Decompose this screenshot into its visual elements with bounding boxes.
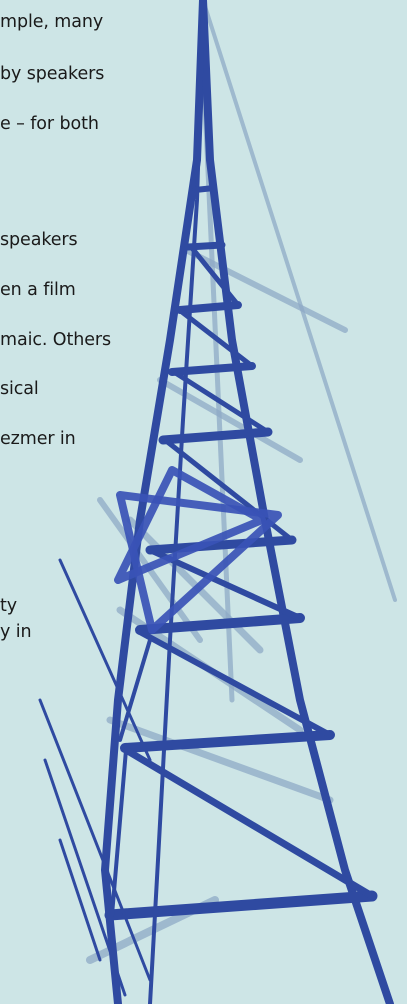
tower-frame	[38, 0, 394, 1004]
text-line-5: en a film	[0, 280, 76, 300]
text-line-9: ty	[0, 596, 18, 616]
text-line-3: e – for both	[0, 114, 99, 134]
text-line-4: speakers	[0, 230, 78, 250]
text-line-8: ezmer in	[0, 429, 76, 449]
text-line-6: maic. Others	[0, 330, 111, 350]
star-of-david-icon	[114, 466, 282, 634]
text-line-1: mple, many	[0, 12, 104, 32]
text-line-7: sical	[0, 379, 39, 399]
text-line-2: by speakers	[0, 64, 105, 84]
text-line-10: y in	[0, 622, 32, 642]
